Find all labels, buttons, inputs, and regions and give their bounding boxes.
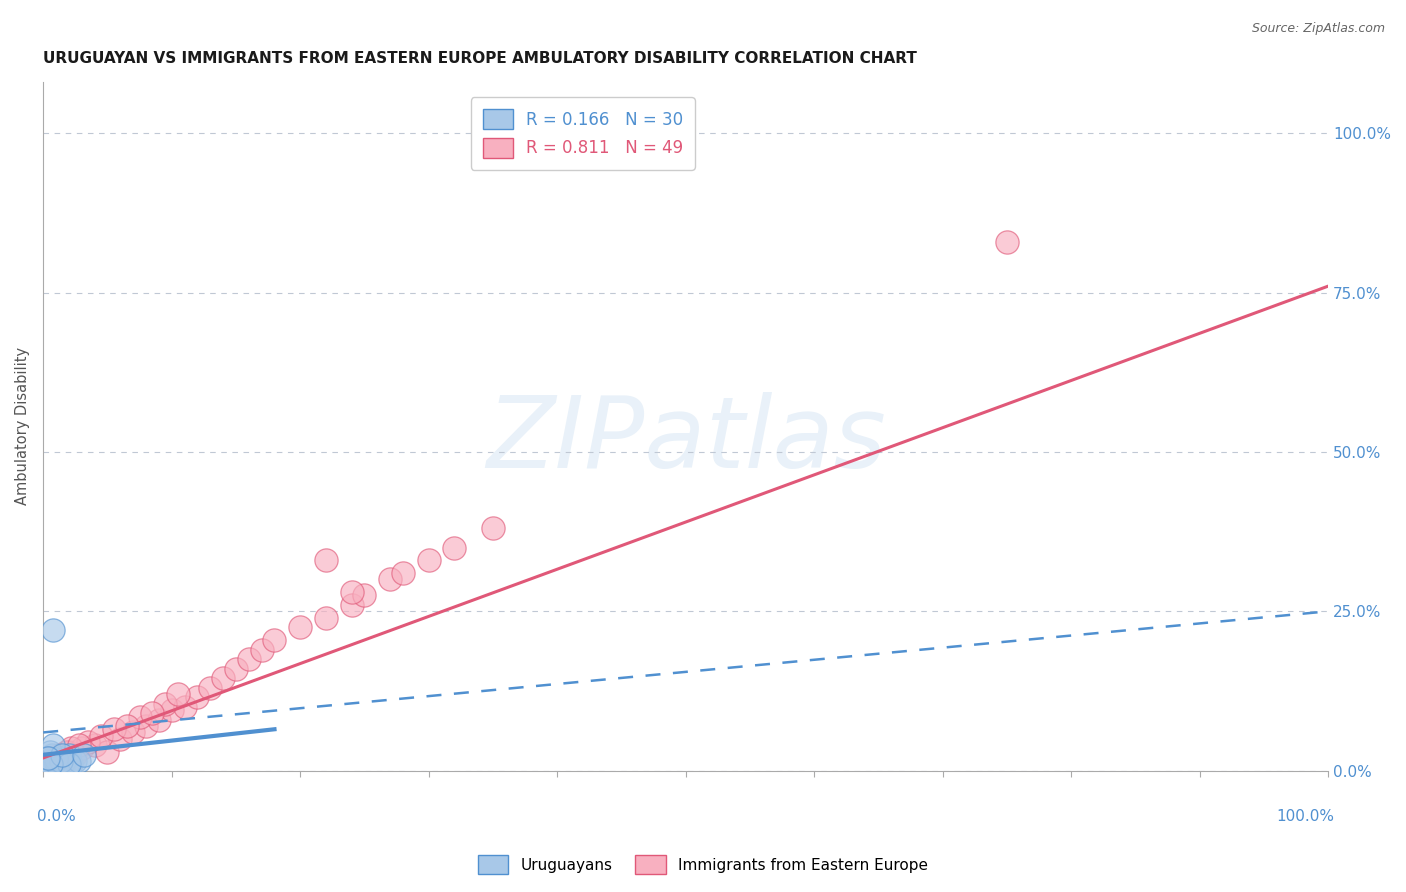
Point [128, 709, 150, 723]
Point [51, 747, 73, 762]
Point [39, 757, 62, 772]
Point [200, 681, 222, 695]
Point [46, 757, 69, 772]
Point [60, 757, 83, 772]
Point [482, 521, 505, 535]
Text: URUGUAYAN VS IMMIGRANTS FROM EASTERN EUROPE AMBULATORY DISABILITY CORRELATION CH: URUGUAYAN VS IMMIGRANTS FROM EASTERN EUR… [44, 51, 917, 66]
Point [122, 725, 145, 739]
Point [38, 754, 60, 768]
Legend: R = 0.166   N = 30, R = 0.811   N = 49: R = 0.166 N = 30, R = 0.811 N = 49 [471, 97, 695, 169]
Point [39, 757, 62, 772]
Legend: Uruguayans, Immigrants from Eastern Europe: Uruguayans, Immigrants from Eastern Euro… [471, 849, 935, 880]
Point [340, 598, 363, 612]
Point [418, 553, 440, 567]
Y-axis label: Ambulatory Disability: Ambulatory Disability [15, 347, 30, 506]
Point [35, 751, 58, 765]
Point [58, 745, 80, 759]
Point [37, 754, 59, 768]
Point [42, 624, 65, 638]
Point [212, 671, 235, 685]
Point [42, 751, 65, 765]
Point [45, 754, 67, 768]
Point [65, 754, 87, 768]
Point [340, 585, 363, 599]
Point [353, 588, 375, 602]
Point [58, 747, 80, 762]
Point [52, 754, 75, 768]
Point [141, 706, 163, 721]
Point [37, 754, 59, 768]
Point [378, 573, 401, 587]
Point [44, 754, 66, 768]
Point [56, 757, 79, 772]
Point [41, 747, 63, 762]
Point [443, 541, 465, 555]
Point [67, 738, 90, 752]
Point [49, 751, 72, 765]
Point [35, 757, 58, 772]
Point [45, 752, 67, 766]
Text: 100.0%: 100.0% [1277, 808, 1334, 823]
Point [238, 652, 260, 666]
Point [37, 751, 59, 765]
Point [42, 757, 65, 772]
Point [45, 754, 67, 768]
Point [90, 729, 112, 743]
Point [115, 719, 138, 733]
Point [48, 751, 70, 765]
Point [290, 620, 312, 634]
Point [315, 610, 337, 624]
Point [67, 754, 90, 768]
Point [167, 687, 190, 701]
Point [38, 745, 60, 759]
Point [315, 553, 337, 567]
Point [392, 566, 415, 580]
Point [160, 703, 183, 717]
Point [96, 745, 118, 759]
Point [225, 662, 247, 676]
Text: 0.0%: 0.0% [37, 808, 76, 823]
Point [250, 642, 273, 657]
Point [70, 741, 93, 756]
Point [51, 754, 73, 768]
Point [35, 757, 58, 772]
Point [55, 754, 77, 768]
Point [148, 713, 170, 727]
Point [35, 754, 58, 768]
Point [103, 723, 125, 737]
Point [39, 751, 62, 765]
Point [263, 632, 285, 647]
Point [155, 697, 177, 711]
Text: Source: ZipAtlas.com: Source: ZipAtlas.com [1251, 22, 1385, 36]
Point [48, 747, 70, 762]
Point [55, 745, 77, 759]
Point [58, 757, 80, 772]
Point [41, 751, 63, 765]
Point [45, 751, 67, 765]
Point [73, 747, 96, 762]
Point [186, 690, 208, 705]
Text: ZIPatlas: ZIPatlas [485, 392, 886, 489]
Point [51, 751, 73, 765]
Point [51, 756, 73, 770]
Point [65, 747, 87, 762]
Point [110, 731, 132, 746]
Point [35, 757, 58, 772]
Point [42, 738, 65, 752]
Point [60, 741, 83, 756]
Point [173, 700, 195, 714]
Point [38, 751, 60, 765]
Point [995, 235, 1018, 249]
Point [83, 738, 105, 752]
Point [77, 735, 100, 749]
Point [135, 719, 157, 733]
